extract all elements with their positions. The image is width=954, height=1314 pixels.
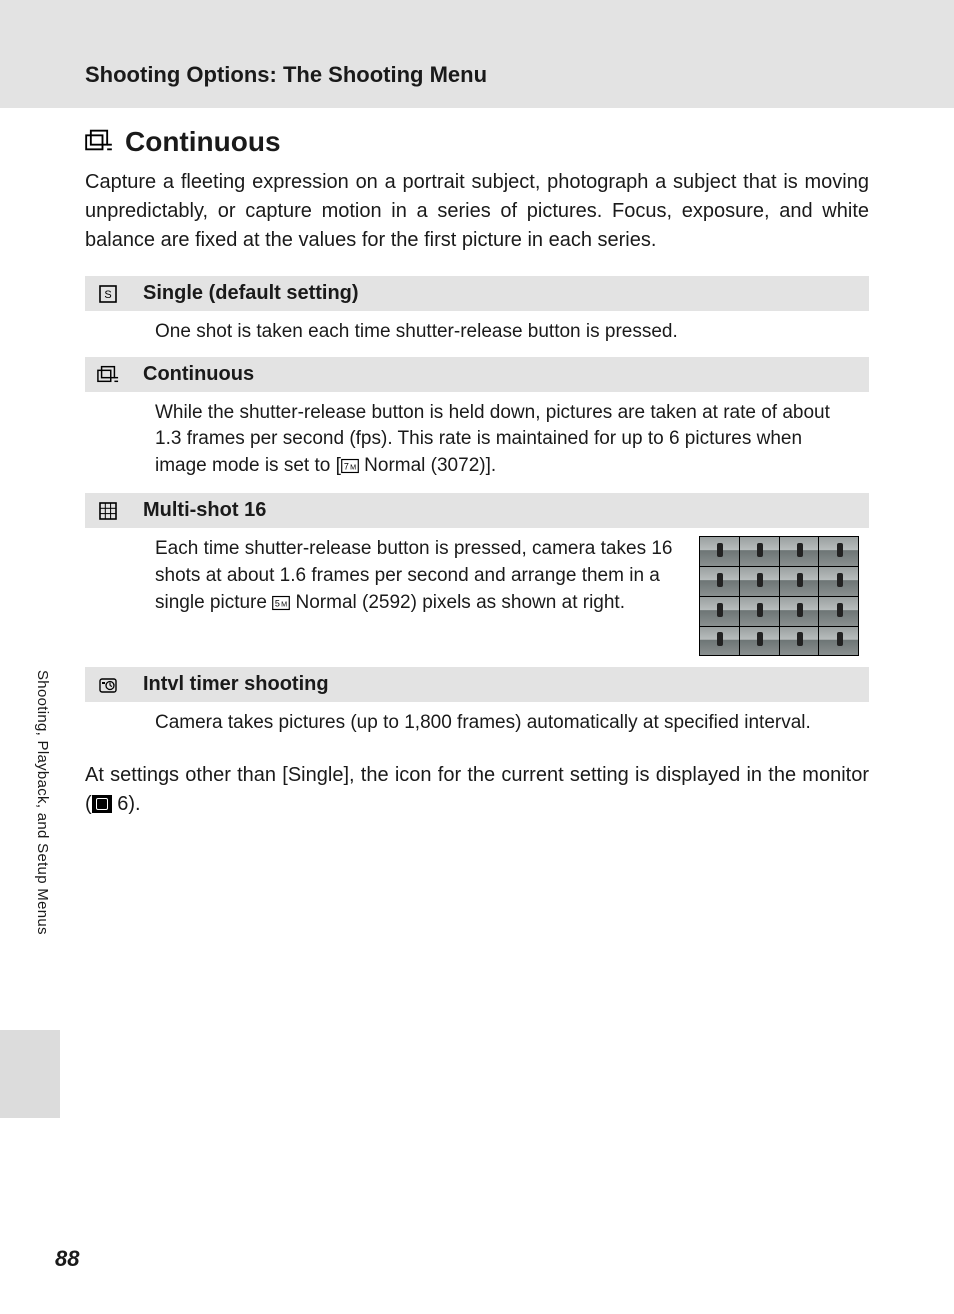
section-title: Continuous bbox=[125, 126, 281, 158]
section-heading: Continuous bbox=[85, 126, 869, 158]
option-label: Continuous bbox=[143, 363, 254, 386]
option-label: Single (default setting) bbox=[143, 282, 359, 305]
option-row-single: Single (default setting) bbox=[85, 275, 869, 311]
option-label: Intvl timer shooting bbox=[143, 673, 329, 696]
options-table: Single (default setting) One shot is tak… bbox=[85, 275, 869, 747]
page-number: 88 bbox=[55, 1246, 79, 1272]
desc-text: Normal (2592) pixels as shown at right. bbox=[290, 592, 625, 613]
option-row-timer: Intvl timer shooting bbox=[85, 666, 869, 702]
option-desc-timer: Camera takes pictures (up to 1,800 frame… bbox=[85, 702, 869, 747]
5m-icon bbox=[272, 593, 290, 620]
side-tab-label: Shooting, Playback, and Setup Menus bbox=[34, 670, 51, 935]
option-label: Multi-shot 16 bbox=[143, 499, 266, 522]
outro-pre: At settings other than [Single], the ico… bbox=[85, 764, 869, 815]
multishot-sample-image bbox=[699, 536, 859, 656]
multishot-icon bbox=[95, 502, 121, 520]
single-icon bbox=[95, 285, 121, 303]
7m-icon bbox=[341, 456, 359, 483]
option-row-multishot: Multi-shot 16 bbox=[85, 492, 869, 528]
option-row-continuous: Continuous bbox=[85, 356, 869, 392]
page-header: Shooting Options: The Shooting Menu bbox=[0, 0, 954, 108]
ref-icon bbox=[92, 795, 112, 813]
option-desc-multishot: Each time shutter-release button is pres… bbox=[85, 528, 869, 666]
option-desc-single: One shot is taken each time shutter-rele… bbox=[85, 311, 869, 356]
option-desc-continuous: While the shutter-release button is held… bbox=[85, 392, 869, 493]
section-intro: Capture a fleeting expression on a portr… bbox=[85, 168, 869, 255]
timer-icon bbox=[95, 676, 121, 694]
page-content: Continuous Capture a fleeting expression… bbox=[0, 108, 954, 819]
outro-text: At settings other than [Single], the ico… bbox=[85, 761, 869, 819]
side-tab-block bbox=[0, 1030, 60, 1118]
header-title: Shooting Options: The Shooting Menu bbox=[85, 62, 487, 108]
desc-text: Normal (3072)]. bbox=[359, 455, 496, 476]
outro-post: 6). bbox=[112, 793, 141, 815]
continuous-icon bbox=[85, 126, 113, 158]
continuous-icon bbox=[95, 365, 121, 383]
